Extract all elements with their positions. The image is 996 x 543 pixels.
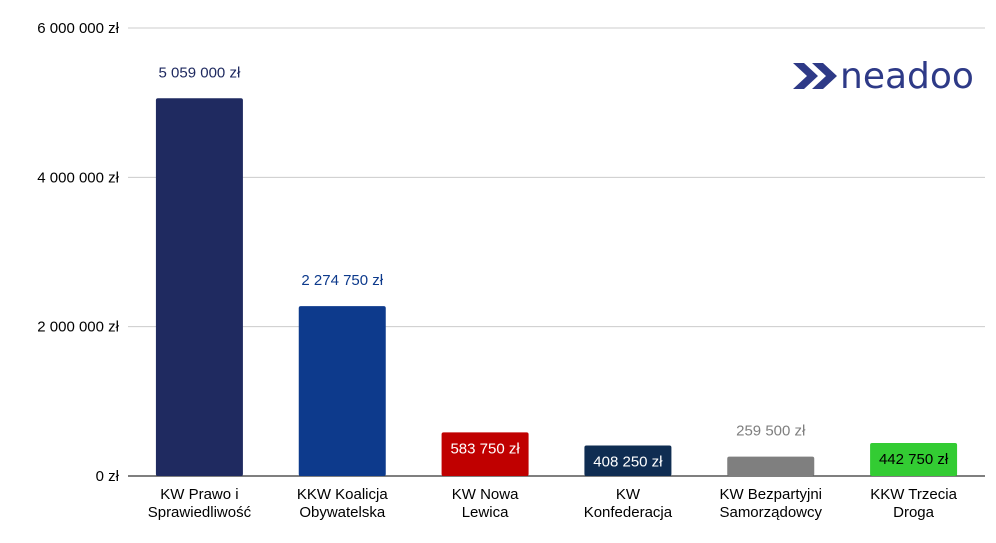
category-label: Obywatelska — [299, 504, 386, 521]
bar — [298, 306, 386, 476]
data-label: 259 500 zł — [736, 423, 806, 440]
category-label: KW Prawo i — [160, 486, 238, 503]
category-label: KW — [616, 486, 641, 503]
category-label: Lewica — [462, 504, 509, 521]
category-label: Konfederacja — [584, 504, 673, 521]
data-label: 2 274 750 zł — [301, 272, 383, 289]
category-label: Samorządowcy — [719, 504, 822, 521]
bar — [870, 442, 958, 476]
bar — [727, 456, 815, 476]
bar — [441, 432, 529, 476]
bars — [155, 98, 958, 477]
data-labels: 5 059 000 zł 2 274 750 zł 583 750 zł 408 25… — [159, 64, 949, 470]
neadoo-logo: neadoo — [793, 56, 974, 97]
category-label: Droga — [893, 504, 935, 521]
double-chevron-icon — [793, 63, 837, 89]
logo-wordmark: neadoo — [840, 56, 974, 97]
grid-lines — [128, 27, 985, 477]
y-tick-label: 0 zł — [96, 468, 120, 485]
bar — [155, 98, 243, 477]
y-tick-label: 4 000 000 zł — [37, 169, 119, 186]
data-label: 5 059 000 zł — [159, 64, 241, 81]
category-label: KKW Koalicja — [297, 486, 389, 503]
category-label: KW Bezpartyjni — [719, 486, 822, 503]
y-tick-label: 6 000 000 zł — [37, 20, 119, 37]
y-tick-label: 2 000 000 zł — [37, 319, 119, 336]
data-label: 442 750 zł — [879, 451, 949, 468]
bar — [584, 445, 672, 476]
y-axis-ticks: 0 zł 2 000 000 zł 4 000 000 zł 6 000 000 zł — [37, 20, 119, 485]
data-label: 583 750 zł — [450, 440, 520, 457]
data-label: 408 250 zł — [593, 454, 663, 471]
category-label: KKW Trzecia — [870, 486, 957, 503]
category-label: KW Nowa — [452, 486, 519, 503]
category-label: Sprawiedliwość — [148, 504, 252, 521]
